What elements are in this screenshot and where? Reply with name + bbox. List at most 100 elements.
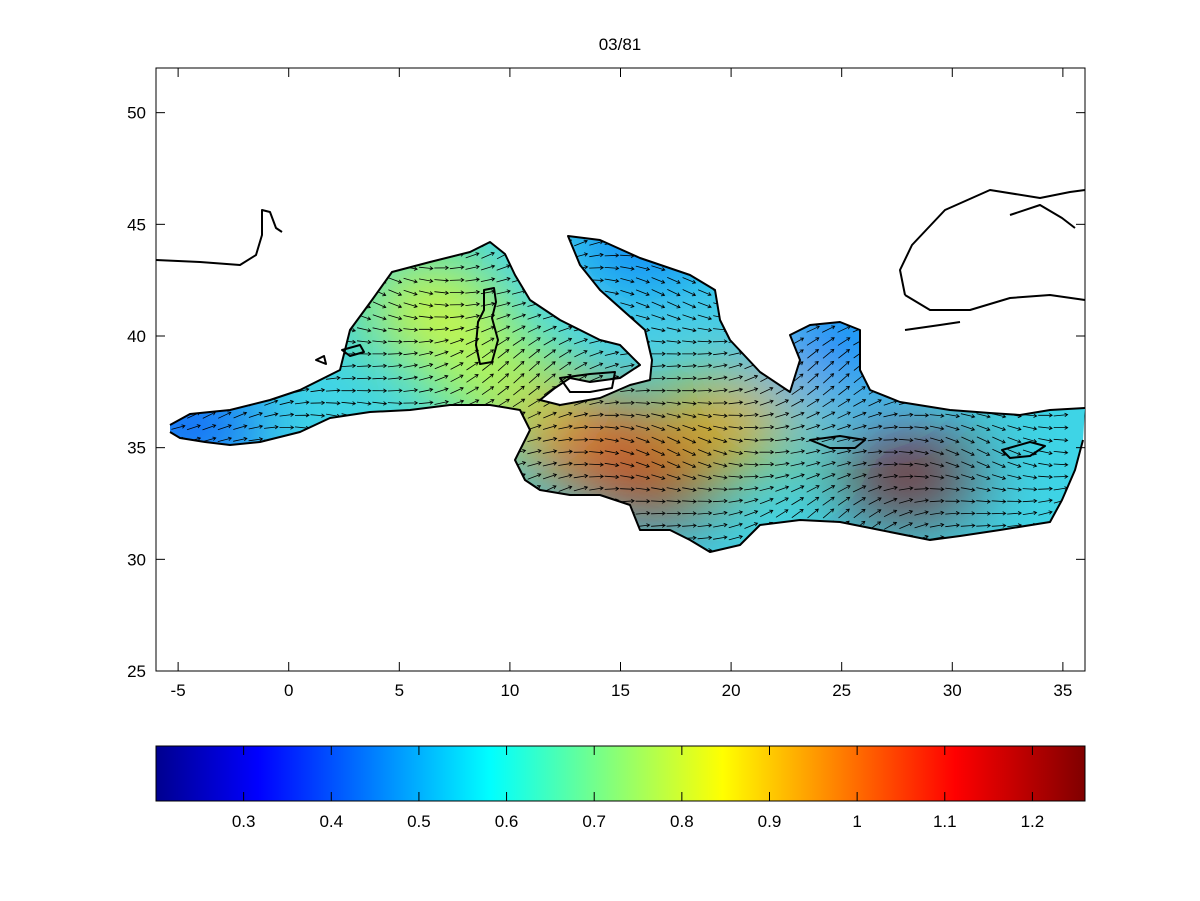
direction-arrow [790,485,805,493]
direction-arrow [513,373,525,384]
direction-arrow [542,424,558,430]
direction-arrow [744,387,759,394]
direction-arrow [728,425,744,431]
direction-arrow [822,485,836,493]
direction-arrow [899,510,914,517]
direction-arrow [635,265,651,271]
x-tick-label: 20 [722,681,741,700]
direction-arrow [1053,425,1069,430]
direction-arrow [450,374,464,383]
direction-arrow [806,398,820,408]
direction-arrow [960,499,976,504]
direction-arrow [481,349,495,359]
direction-arrow [418,362,434,369]
direction-arrow [418,315,434,320]
direction-arrow [573,437,589,442]
direction-arrow [527,436,542,442]
direction-arrow [976,487,991,492]
direction-arrow [712,487,728,492]
direction-arrow [589,486,604,491]
direction-arrow [682,487,697,492]
direction-arrow [202,424,217,431]
direction-arrow [434,350,449,357]
direction-arrow [790,461,806,467]
direction-arrow [743,412,759,418]
direction-arrow [775,473,790,479]
direction-arrow [651,401,666,406]
direction-arrow [790,473,805,480]
direction-arrow [635,388,651,393]
direction-arrow [898,412,914,417]
x-tick-label: 0 [284,681,293,700]
direction-arrow [666,401,682,406]
direction-arrow [450,387,464,394]
direction-arrow [837,411,851,419]
direction-arrow [838,385,850,396]
direction-arrow [449,314,465,319]
coastline-sea [169,235,1086,553]
direction-arrow [496,277,511,283]
direction-arrow [604,486,620,491]
direction-arrow [945,461,960,468]
direction-arrow [604,362,620,369]
direction-arrow [604,290,620,296]
direction-arrow [682,339,697,345]
direction-arrow [635,277,650,284]
direction-arrow [914,510,929,516]
direction-arrow [1007,487,1022,492]
direction-arrow [589,374,604,382]
direction-arrow [914,522,929,529]
direction-arrow [682,474,697,480]
map-axes: -5 0 5 10 15 20 25 30 35 25 30 35 40 45 50 [127,67,1086,700]
direction-arrow [418,303,434,308]
direction-arrow [976,424,991,432]
direction-arrow [914,498,929,503]
y-tick-label: 50 [127,104,146,123]
direction-arrow [620,487,635,492]
direction-arrow [914,438,929,443]
direction-arrow [1053,450,1069,455]
direction-arrow [666,511,682,516]
direction-arrow [697,401,713,406]
direction-arrow [387,327,403,333]
direction-arrow [1053,474,1069,479]
direction-arrow [837,337,851,346]
direction-arrow [961,436,975,444]
direction-arrow [403,315,418,320]
direction-arrow [279,399,295,406]
direction-arrow [853,497,866,506]
direction-arrow [667,448,681,456]
direction-arrow [635,474,651,480]
direction-arrow [372,314,387,321]
direction-arrow [822,325,836,333]
direction-arrow [651,487,666,492]
coastline-atlantic [155,209,283,266]
y-tick-label: 45 [127,215,146,234]
direction-arrow [837,496,851,506]
direction-arrow [713,510,728,516]
direction-arrow [914,450,929,456]
direction-arrow [976,523,991,528]
direction-arrow [759,474,775,479]
direction-arrow [713,388,728,393]
direction-arrow [774,437,790,442]
direction-arrow [620,388,635,393]
direction-arrow [481,386,495,396]
direction-arrow [682,314,697,321]
direction-arrow [774,461,790,466]
direction-arrow [868,399,882,407]
direction-arrow [697,487,713,492]
direction-arrow [635,499,651,504]
direction-arrow [822,496,835,506]
direction-arrow [589,437,604,443]
direction-arrow [976,413,991,419]
direction-arrow [775,497,789,505]
direction-arrow [868,497,882,505]
direction-arrow [976,474,991,481]
direction-arrow [620,462,635,468]
direction-arrow [821,449,836,455]
direction-arrow [1007,461,1022,468]
direction-arrow [1022,425,1038,431]
direction-arrow [914,425,930,431]
direction-arrow [543,349,557,359]
